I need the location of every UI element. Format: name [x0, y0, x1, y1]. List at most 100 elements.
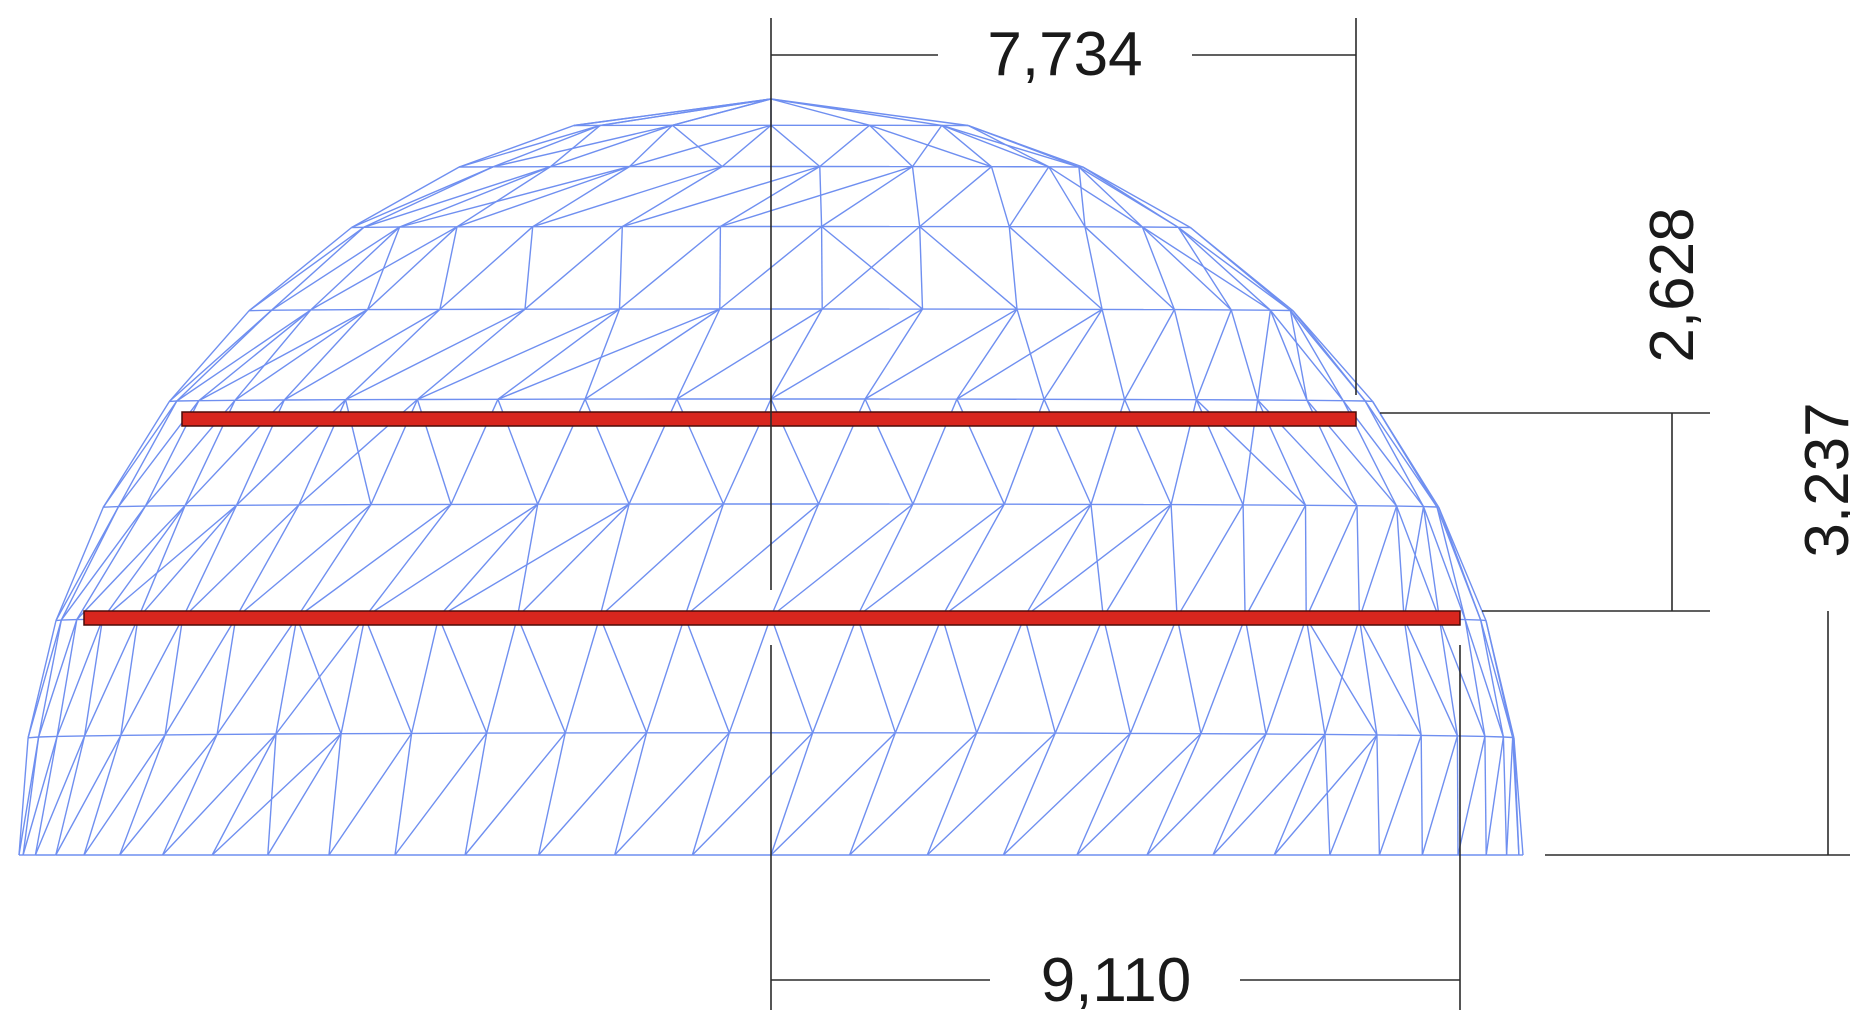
mesh-strut	[1269, 309, 1308, 401]
mesh-strut	[1200, 617, 1246, 734]
mesh-strut	[1146, 733, 1267, 856]
mesh-strut	[271, 226, 400, 311]
mesh-strut	[101, 505, 186, 620]
mesh-strut	[1023, 616, 1056, 734]
mesh-strut	[249, 309, 272, 312]
mesh-strut	[216, 617, 237, 735]
mesh-strut	[1242, 504, 1246, 618]
mesh-strut	[629, 124, 673, 168]
mesh-strut	[941, 124, 992, 168]
mesh-strut	[267, 733, 342, 856]
mesh-strut	[1356, 505, 1361, 619]
mesh-strut	[464, 732, 488, 856]
mesh-strut	[1305, 617, 1378, 736]
mesh-strut	[439, 226, 458, 310]
mesh-strut	[1265, 617, 1307, 735]
mesh-strut	[1324, 733, 1377, 736]
mesh-strut	[27, 619, 62, 738]
mesh-strut	[672, 98, 772, 126]
mesh-strut	[1395, 505, 1441, 620]
mesh-strut	[1177, 226, 1232, 311]
mesh-strut	[1395, 506, 1405, 619]
mesh-strut	[684, 503, 725, 617]
mesh-strut	[328, 733, 342, 856]
mesh-strut	[27, 620, 57, 738]
mesh-strut	[1054, 616, 1104, 734]
mesh-strut	[1438, 506, 1482, 621]
mesh-strut	[340, 617, 366, 734]
mesh-strut	[770, 732, 814, 856]
mesh-strut	[367, 226, 458, 311]
mesh-strut	[363, 166, 494, 228]
mesh-strut	[1480, 619, 1514, 738]
mesh-strut	[345, 308, 526, 401]
mesh-strut	[1082, 166, 1191, 229]
mesh-strut	[1101, 309, 1126, 400]
mesh-strut	[516, 504, 539, 617]
mesh-strut	[1129, 616, 1178, 734]
mesh-strut	[399, 166, 551, 228]
mesh-strut	[1421, 734, 1458, 737]
mesh-strut	[216, 617, 298, 735]
mesh-strut	[1438, 619, 1459, 737]
mesh-strut	[296, 617, 342, 734]
mesh-strut	[18, 737, 29, 856]
mesh-strut	[103, 505, 119, 508]
mesh-strut	[1043, 309, 1103, 400]
mesh-strut	[819, 166, 823, 227]
mesh-strut	[770, 308, 923, 400]
mesh-strut	[599, 503, 630, 617]
mesh-strut	[1102, 504, 1172, 618]
mesh-strut	[34, 736, 58, 856]
mesh-strut	[83, 619, 104, 737]
mesh-strut	[102, 400, 178, 508]
mesh-strut	[691, 732, 814, 856]
mesh-strut	[1421, 735, 1459, 856]
mesh-strut	[1244, 617, 1267, 735]
mesh-strut	[770, 616, 814, 734]
mesh-strut	[364, 503, 452, 618]
mesh-strut	[310, 226, 401, 311]
mesh-strut	[117, 400, 178, 507]
mesh-strut	[176, 309, 273, 402]
mesh-strut	[198, 309, 312, 402]
mesh-strut	[856, 503, 914, 617]
mesh-strut	[211, 733, 277, 856]
mesh-strut	[1146, 733, 1202, 856]
mesh-strut	[55, 506, 120, 621]
mesh-strut	[271, 226, 365, 311]
mesh-strut	[770, 98, 870, 126]
mesh-strut	[55, 506, 104, 621]
mesh-strut	[1082, 166, 1179, 228]
mesh-strut	[102, 401, 170, 508]
mesh-strut	[1436, 506, 1466, 620]
mesh-strut	[1102, 616, 1132, 734]
mesh-strut	[848, 732, 897, 856]
mesh-strut	[1123, 309, 1176, 400]
mesh-strut	[956, 308, 1103, 400]
mesh-strut	[351, 166, 460, 229]
mesh-strut	[967, 124, 1084, 168]
mesh-strut	[328, 733, 413, 856]
mesh-strut	[1403, 506, 1425, 619]
mesh-strut	[919, 166, 992, 228]
mesh-strut	[1142, 226, 1271, 311]
mesh-strut	[1420, 735, 1424, 856]
mesh-strut	[1372, 401, 1440, 508]
mesh-strut	[248, 226, 353, 312]
mesh-strut	[22, 736, 40, 856]
mesh-strut	[1403, 618, 1459, 737]
mesh-strut	[849, 732, 978, 856]
top-width-dimension: 7,734	[771, 18, 1357, 395]
mesh-strut	[1364, 400, 1438, 508]
mesh-strut	[83, 735, 122, 856]
mesh-strut	[198, 308, 368, 402]
mesh-strut	[599, 503, 724, 618]
mesh-strut	[60, 505, 146, 621]
mesh-strut	[1176, 504, 1244, 618]
mesh-strut	[38, 735, 58, 738]
mesh-strut	[363, 166, 551, 228]
mesh-strut	[1076, 733, 1202, 856]
mesh-strut	[1084, 226, 1103, 310]
